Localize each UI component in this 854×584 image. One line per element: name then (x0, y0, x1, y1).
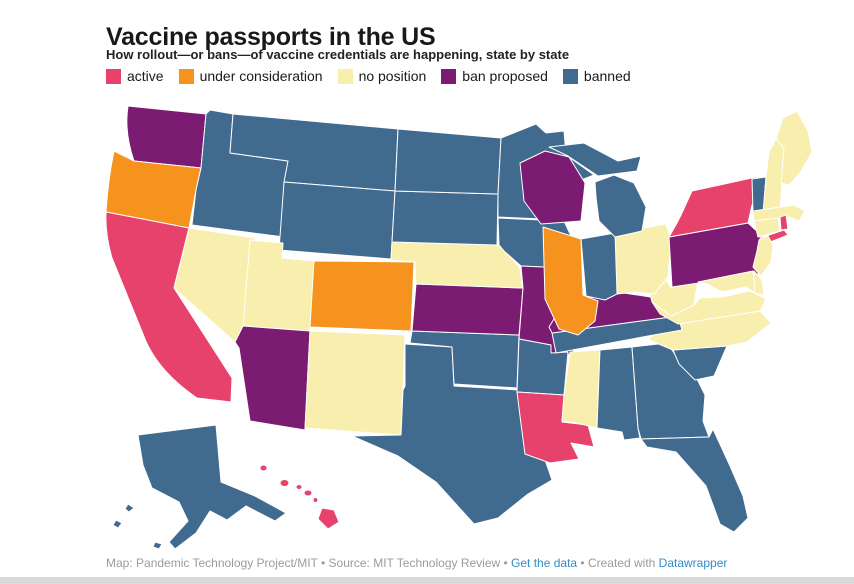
legend-label: ban proposed (462, 68, 548, 84)
state-co[interactable] (309, 260, 415, 332)
chart-subtitle: How rollout—or bans—of vaccine credentia… (106, 47, 570, 62)
state-in[interactable] (580, 232, 618, 301)
datawrapper-link[interactable]: Datawrapper (658, 556, 728, 570)
state-ak[interactable] (112, 519, 123, 529)
state-hi[interactable] (317, 507, 340, 530)
page-title: Vaccine passports in the US (106, 22, 436, 51)
state-md[interactable] (697, 270, 756, 294)
legend-item: ban proposed (441, 68, 548, 84)
state-wy[interactable] (278, 181, 396, 260)
state-ak[interactable] (152, 541, 163, 550)
state-ak[interactable] (124, 503, 135, 513)
state-hi[interactable] (303, 489, 313, 497)
state-hi[interactable] (279, 479, 290, 487)
legend-item: under consideration (178, 68, 323, 84)
state-nm[interactable] (304, 330, 406, 436)
state-me[interactable] (775, 110, 813, 186)
footer-attribution: Map: Pandemic Technology Project/MIT • S… (106, 556, 727, 570)
state-ca[interactable] (105, 211, 233, 403)
legend-item: banned (562, 68, 631, 84)
state-nj[interactable] (752, 235, 774, 277)
state-sd[interactable] (391, 190, 499, 246)
state-tx[interactable] (351, 343, 553, 525)
state-il[interactable] (542, 226, 599, 336)
legend-item: no position (337, 68, 427, 84)
get-the-data-link[interactable]: Get the data (511, 556, 578, 570)
state-nd[interactable] (394, 128, 502, 195)
state-va[interactable] (651, 290, 767, 325)
legend-item: active (106, 68, 164, 84)
state-ri[interactable] (779, 214, 789, 231)
legend-label: banned (583, 68, 631, 84)
state-ut[interactable] (242, 239, 315, 332)
state-oh[interactable] (614, 223, 672, 295)
state-hi[interactable] (295, 484, 303, 490)
state-nc[interactable] (648, 310, 772, 351)
state-ak[interactable] (137, 424, 287, 550)
legend-label: no position (358, 68, 427, 84)
legend-swatch (337, 68, 353, 84)
footer-text: • Created with (577, 556, 659, 570)
legend-label: active (127, 68, 164, 84)
state-ks[interactable] (411, 283, 524, 336)
state-az[interactable] (234, 325, 311, 431)
state-ms[interactable] (561, 349, 601, 429)
state-wi[interactable] (519, 150, 586, 225)
state-mi[interactable] (594, 174, 647, 238)
legend-swatch (562, 68, 578, 84)
state-wa[interactable] (126, 105, 207, 169)
legend-swatch (178, 68, 194, 84)
state-ga[interactable] (631, 342, 710, 440)
state-ct[interactable] (753, 217, 781, 238)
state-mi[interactable] (548, 142, 642, 177)
footer-text: Map: Pandemic Technology Project/MIT • S… (106, 556, 512, 570)
legend-swatch (106, 68, 121, 84)
state-nh[interactable] (762, 138, 785, 215)
legend-swatch (441, 68, 457, 84)
state-hi[interactable] (259, 464, 268, 472)
legend: active under consideration no position ban … (106, 68, 631, 84)
legend-label: under consideration (199, 68, 323, 84)
us-map (100, 90, 850, 564)
state-hi[interactable] (312, 497, 319, 503)
page-edge-strip (0, 577, 854, 584)
state-fl[interactable] (640, 428, 749, 533)
